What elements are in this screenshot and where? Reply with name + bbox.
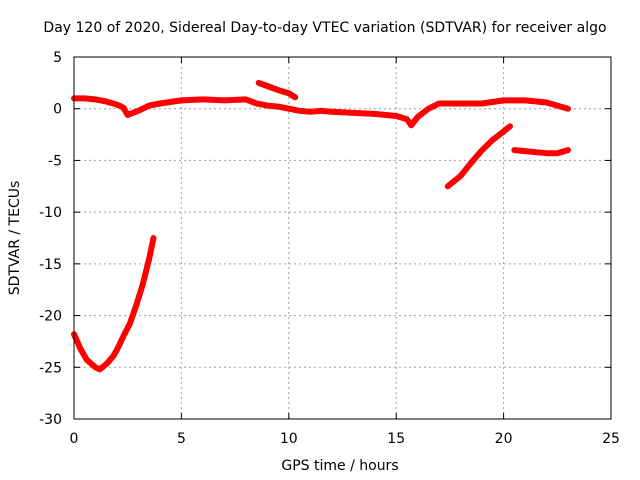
sdtvar-short-segment (255, 79, 299, 101)
sdtvar-main-trace (71, 95, 571, 129)
plot-frame (73, 56, 612, 420)
x-tick-label: 15 (387, 431, 405, 447)
x-tick-label: 25 (602, 431, 620, 447)
sdtvar-rising-segment (444, 123, 513, 190)
y-tick-label: 0 (53, 102, 62, 118)
x-tick-label: 5 (177, 431, 186, 447)
y-tick-label: -30 (39, 412, 62, 428)
axis-ticks: 0 5 10 15 20 25 5 0 -5 -10 -15 -20 -25 -30 (39, 50, 620, 447)
y-tick-label: -5 (48, 153, 62, 169)
y-tick-label: -25 (39, 360, 62, 376)
y-tick-label: -15 (39, 257, 62, 273)
x-tick-label: 20 (495, 431, 513, 447)
y-axis-label: SDTVAR / TECUs (7, 181, 23, 296)
y-tick-label: -10 (39, 205, 62, 221)
sdtvar-late-segment (511, 147, 571, 157)
y-tick-label: -20 (39, 309, 62, 325)
x-tick-label: 0 (70, 431, 79, 447)
x-axis-label: GPS time / hours (281, 458, 398, 474)
sdtvar-morning-dip (71, 235, 157, 373)
data-series (71, 79, 571, 373)
chart-title: Day 120 of 2020, Sidereal Day-to-day VTE… (43, 20, 606, 36)
y-tick-label: 5 (53, 50, 62, 66)
x-tick-label: 10 (280, 431, 298, 447)
